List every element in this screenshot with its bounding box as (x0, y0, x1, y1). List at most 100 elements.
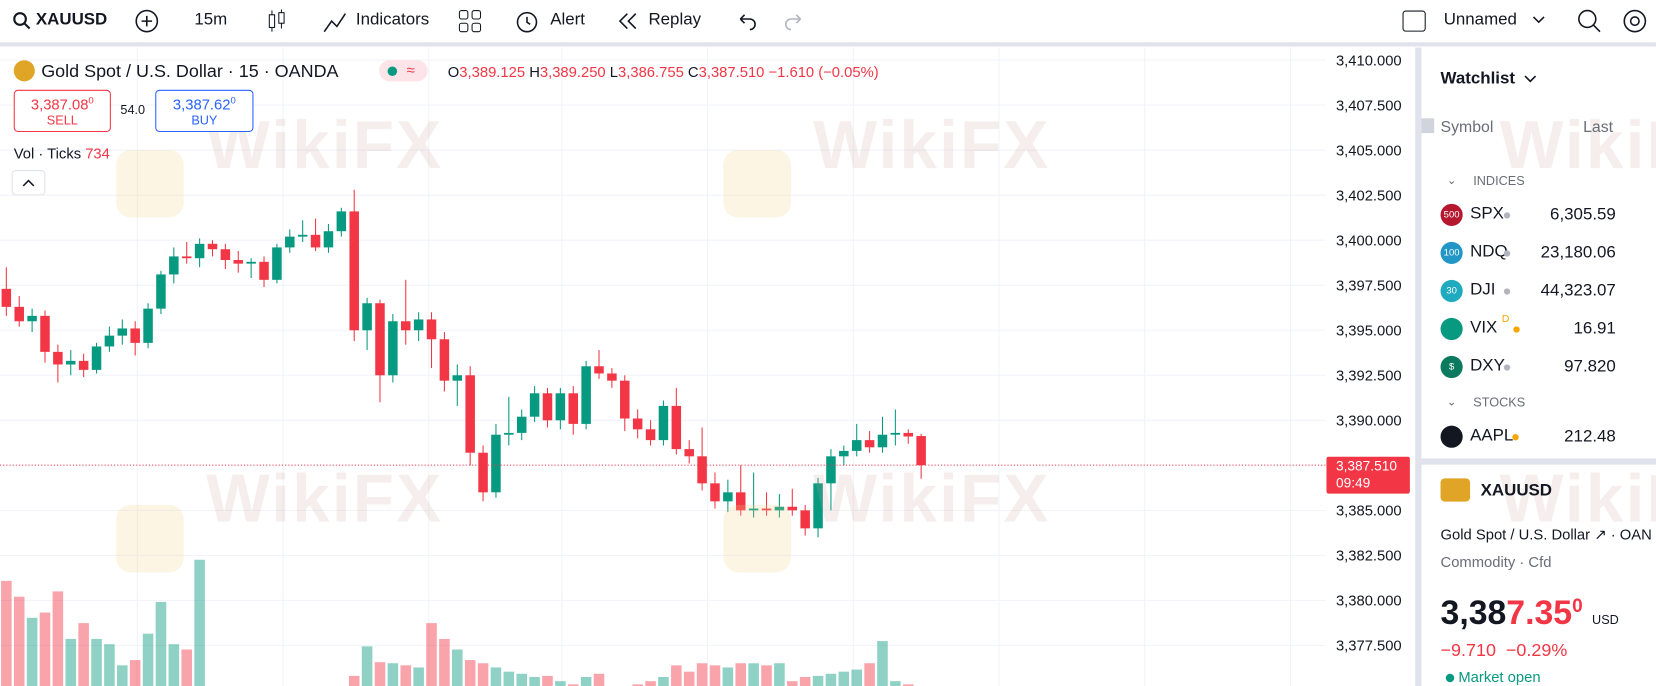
volume-bar (387, 663, 399, 686)
candle-body (568, 393, 579, 424)
volume-bar (477, 663, 489, 686)
y-tick-label: 3,390.000 (1336, 414, 1402, 430)
sell-button[interactable]: 3,387.080 SELL (13, 89, 111, 133)
candle-body (452, 375, 463, 381)
ohlc-value: 3,389.125 (459, 63, 526, 81)
candle-body (581, 366, 591, 424)
indicators-icon[interactable] (322, 8, 347, 33)
row-symbol[interactable]: SPX (1470, 204, 1504, 223)
volume-bar (181, 649, 192, 686)
quick-search[interactable] (1576, 7, 1603, 34)
price-head: 3,38 (1440, 593, 1507, 632)
indicators[interactable]: Indicators (355, 10, 430, 29)
ohlc-label: H (529, 63, 540, 81)
candle-body (478, 452, 488, 493)
section-arrow: ⌄ (1446, 174, 1457, 187)
ohlc-value: 3,386.755 (618, 63, 684, 81)
volume-bar (374, 662, 386, 686)
symbol-badge: $ (1440, 355, 1463, 379)
row-symbol[interactable]: AAPL (1470, 426, 1514, 445)
collapse-button[interactable] (11, 170, 46, 196)
candle-body (632, 418, 643, 430)
spread: 54.0 (120, 102, 146, 118)
row-symbol[interactable]: NDQ (1470, 242, 1508, 261)
symbol-badge: 500 (1440, 203, 1463, 227)
candle-body (1, 288, 12, 307)
row-symbol[interactable]: VIX (1470, 318, 1498, 337)
volume-bar (168, 644, 180, 686)
chart-type[interactable] (266, 8, 287, 33)
ohlc: O3,389.125 H3,389.250 L3,386.755 C3,387.… (448, 63, 879, 80)
buy-button[interactable]: 3,387.620 BUY (155, 89, 254, 133)
watchlist-title[interactable]: Watchlist (1440, 69, 1516, 88)
symbol-badge (1440, 425, 1463, 448)
volume-bar (65, 638, 77, 686)
candle-body (362, 303, 372, 331)
alert[interactable]: Alert (550, 10, 585, 29)
volume-bar (529, 676, 540, 686)
column-marker (1421, 118, 1435, 134)
replay[interactable]: Replay (648, 10, 702, 29)
interval[interactable]: 15m (194, 10, 228, 29)
candle-body (14, 306, 24, 322)
volume-bar (490, 667, 502, 686)
volume-bar (851, 669, 862, 686)
undo[interactable] (736, 11, 757, 32)
y-tick-label: 3,382.500 (1336, 549, 1402, 565)
buy-label: BUY (191, 112, 218, 128)
price-axis (1325, 47, 1416, 686)
candle-body (375, 303, 385, 376)
candle-body (903, 432, 913, 437)
layout-name[interactable]: Unnamed (1443, 10, 1517, 29)
watchlist-menu[interactable] (1524, 75, 1537, 83)
candle-body (697, 456, 707, 484)
candle-body (310, 234, 321, 248)
volume-bar (890, 681, 901, 686)
candle-body (529, 393, 540, 417)
row-symbol[interactable]: DJI (1470, 280, 1496, 299)
candle-body (401, 321, 411, 331)
replay-icon[interactable] (617, 11, 640, 32)
volume-bar (877, 641, 888, 686)
candle-body (143, 308, 153, 343)
row-symbol[interactable]: DXY (1470, 356, 1505, 375)
y-tick-label: 3,400.000 (1336, 233, 1402, 249)
candle-body (426, 319, 437, 340)
candle-body (658, 405, 669, 441)
volume-bar (91, 638, 102, 686)
volume-bar (735, 663, 747, 686)
layout-menu[interactable] (1531, 15, 1546, 26)
volume-bar (748, 663, 759, 686)
settings[interactable] (1621, 7, 1648, 34)
watermark: WikiFX (813, 106, 1051, 183)
detail-price: 3,387.350 USD (1441, 594, 1619, 633)
volume-bar (439, 638, 450, 686)
toolbar (0, 0, 1656, 47)
y-tick-label: 3,377.500 (1336, 639, 1402, 655)
watermark-logo (116, 504, 184, 573)
search-icon[interactable] (13, 12, 32, 31)
volume-bar (555, 681, 566, 686)
row-last: 23,180.06 (1540, 243, 1616, 262)
volume-bar (129, 660, 141, 686)
volume-bar (39, 612, 51, 686)
symbol-badge: 30 (1440, 279, 1463, 303)
alert-icon[interactable] (514, 8, 539, 33)
candle-body (839, 450, 849, 457)
templates[interactable] (458, 10, 482, 33)
volume-bar (142, 633, 154, 686)
symbol[interactable]: XAUUSD (35, 10, 108, 29)
volume-bar (761, 665, 772, 686)
redo[interactable] (784, 11, 805, 32)
candle-body (774, 506, 785, 511)
candle-body (27, 315, 37, 322)
candle-body (813, 483, 823, 529)
candle-body (491, 434, 501, 493)
layout-icon[interactable] (1402, 10, 1426, 32)
status-dot (1513, 326, 1520, 333)
volume-bar (580, 676, 592, 686)
volume-bar (194, 559, 205, 686)
add-symbol[interactable] (134, 8, 159, 33)
volume-bar (78, 623, 89, 686)
